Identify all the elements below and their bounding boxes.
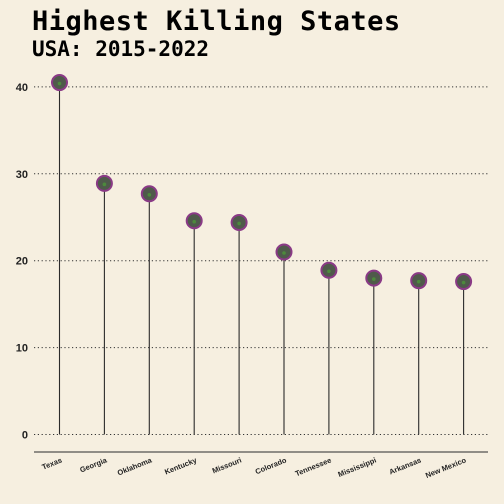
data-point-center (237, 221, 241, 226)
chart-title: Highest Killing States (32, 6, 401, 37)
x-tick-label: Texas (41, 456, 64, 472)
stem-layer (58, 82, 465, 435)
x-tick-label: Colorado (254, 455, 288, 476)
x-tick-label: Mississippi (337, 456, 378, 479)
chart-subtitle: USA: 2015-2022 (32, 37, 210, 61)
data-point-center (57, 81, 62, 86)
point-layer (51, 74, 473, 291)
data-point-center (147, 192, 152, 197)
y-tick-label: 20 (16, 256, 28, 268)
data-point-center (102, 182, 107, 187)
y-tick-label: 0 (22, 430, 28, 442)
y-tick-label: 40 (16, 82, 28, 94)
data-point-center (416, 279, 421, 284)
data-point-center (192, 219, 196, 224)
data-point-center (327, 269, 331, 274)
x-tick-label: Georgia (78, 455, 108, 474)
data-point-center (372, 277, 376, 281)
label-layer: Texas Georgia Oklahoma Kentucky Missouri Colo… (41, 455, 468, 480)
y-tick-label: 30 (16, 169, 28, 181)
data-point-center (461, 280, 466, 285)
data-point-center (282, 251, 286, 255)
x-tick-label: New Mexico (424, 455, 468, 480)
x-tick-label: Tennessee (294, 456, 333, 479)
grid-layer (34, 86, 488, 435)
x-tick-label: Missouri (211, 456, 243, 476)
x-tick-label: Oklahoma (116, 455, 154, 477)
axis-layer: 0 10 20 30 40 (16, 82, 488, 453)
x-tick-label: Arkansas (388, 456, 423, 477)
y-tick-label: 10 (16, 343, 28, 355)
x-tick-label: Kentucky (163, 455, 198, 476)
